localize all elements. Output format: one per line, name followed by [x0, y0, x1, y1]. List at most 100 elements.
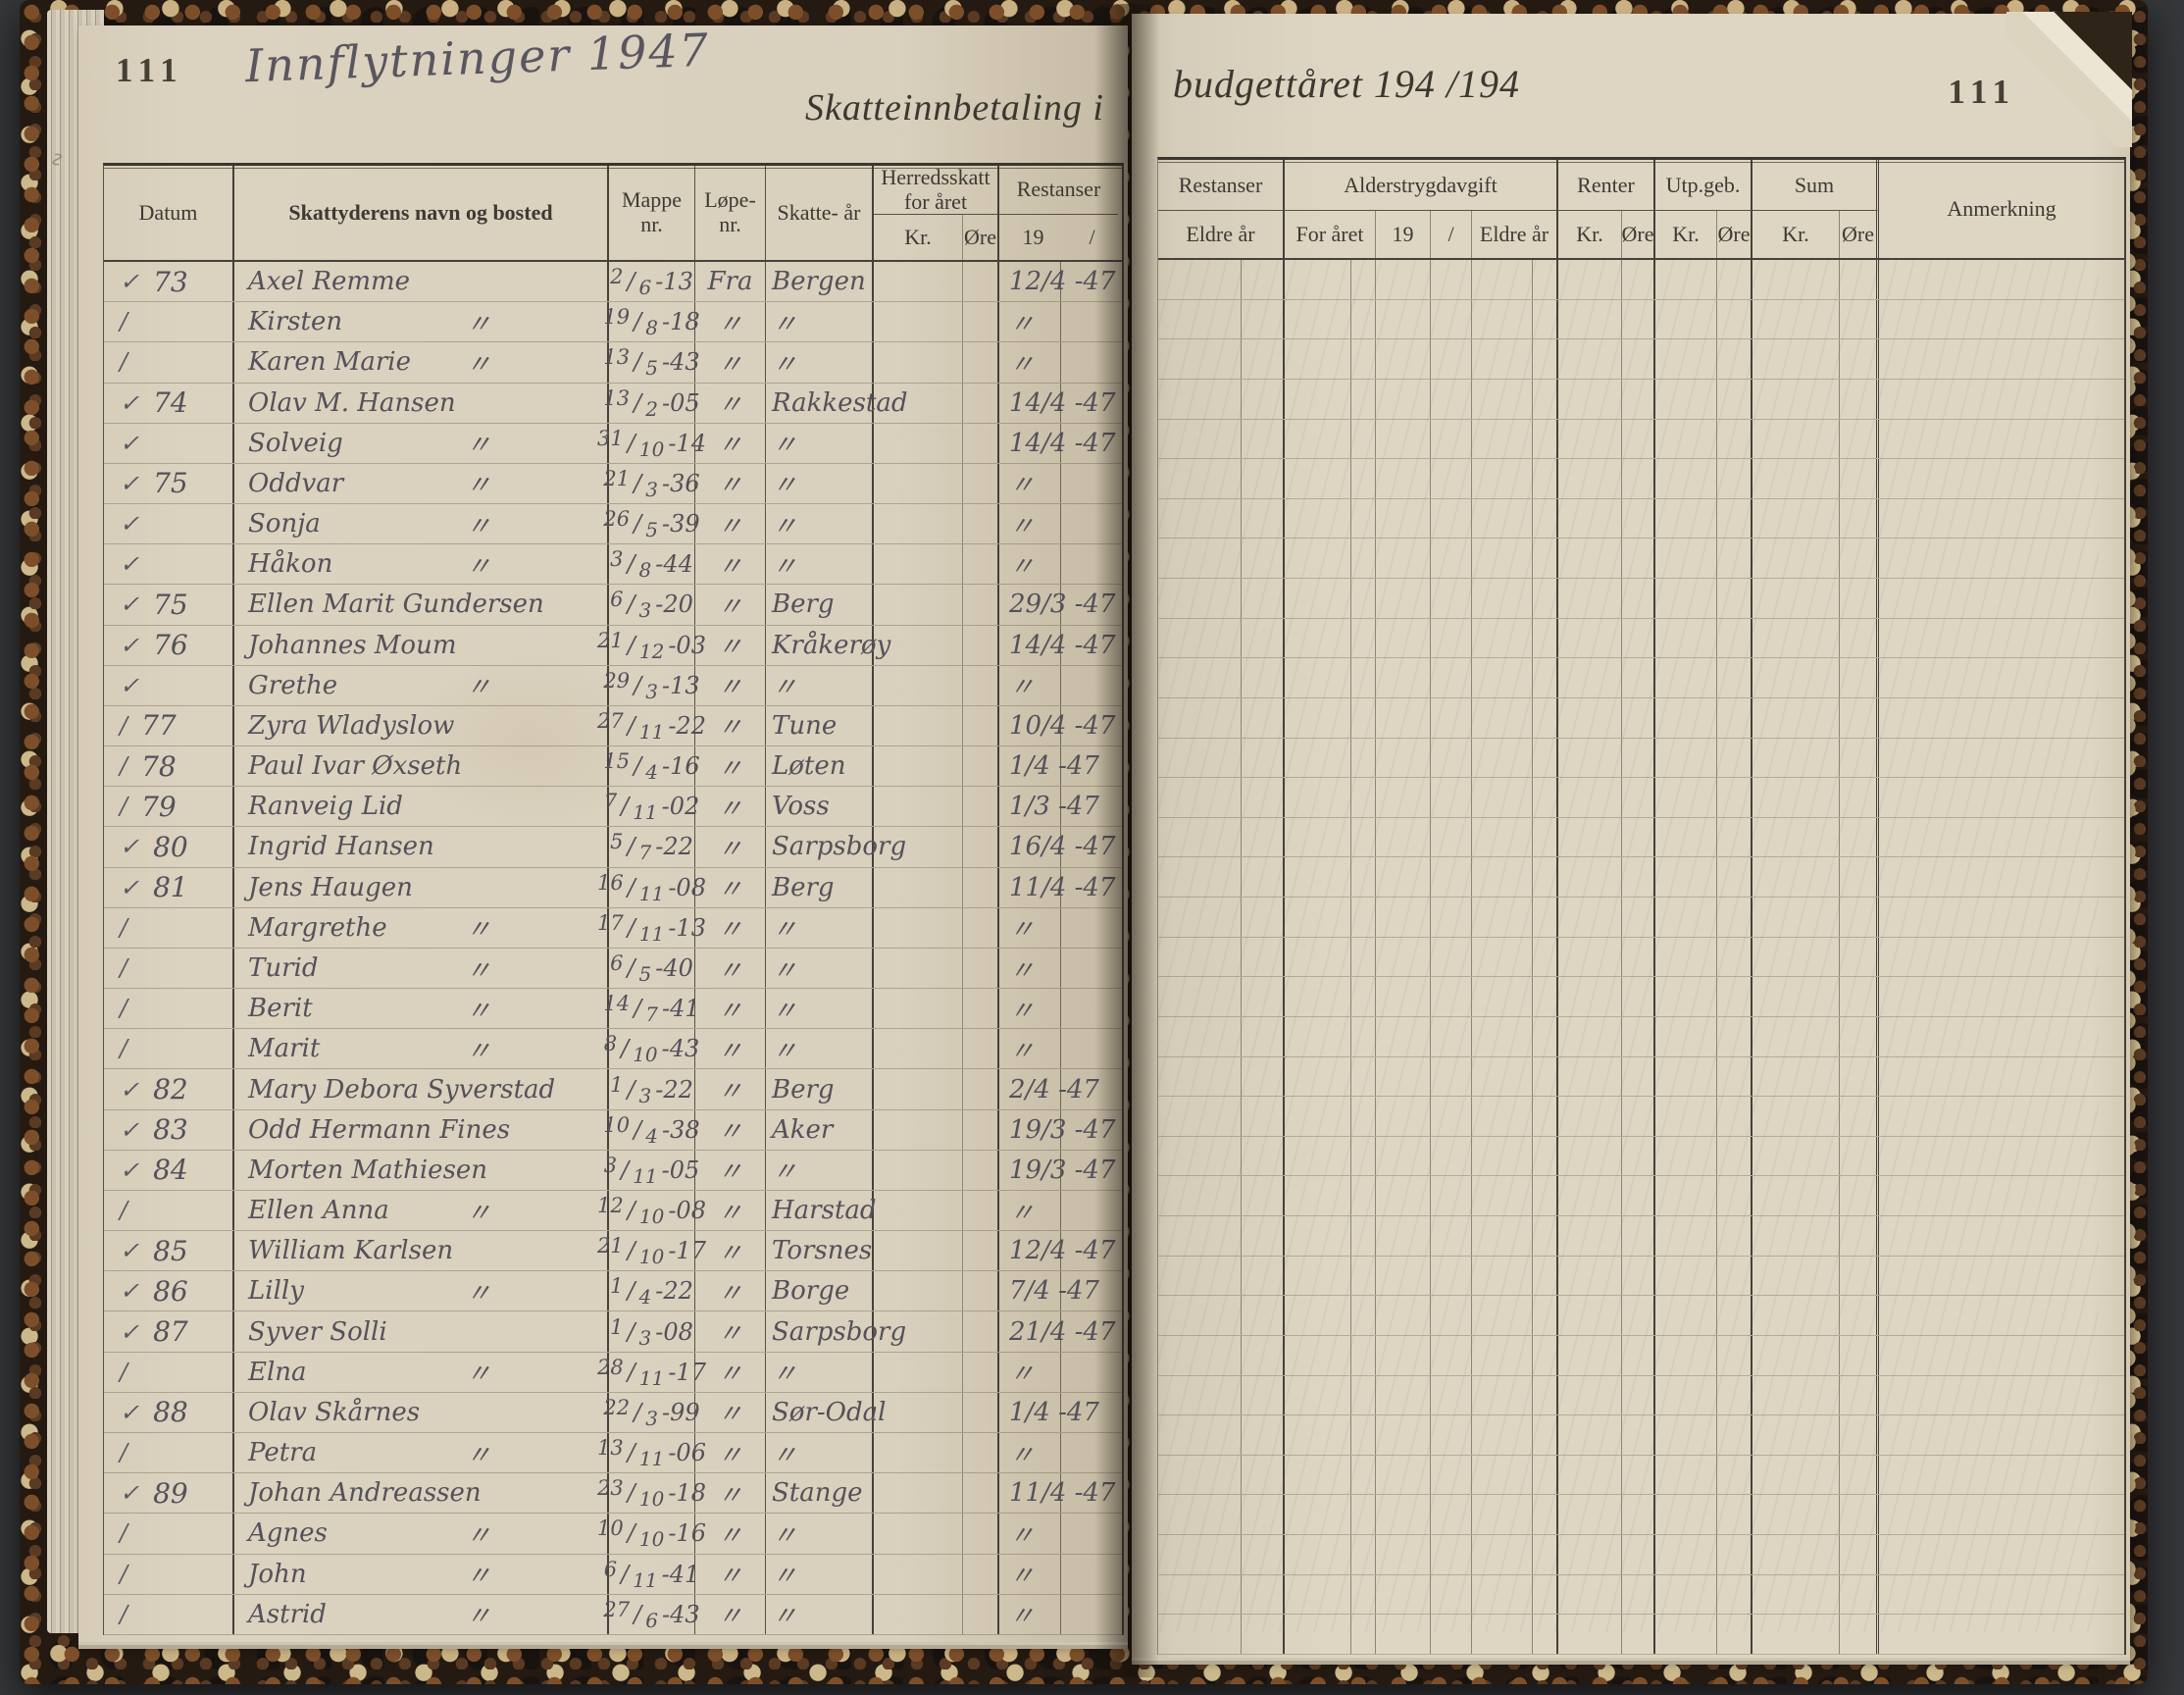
- from-word: 〃: [717, 1117, 743, 1148]
- sum-kr-cell: [1752, 857, 1840, 897]
- subheader-utpgeb-ore: Øre: [1717, 211, 1752, 258]
- entry-number: 83: [153, 1113, 188, 1147]
- herredsskatt-ore-cell: [963, 1271, 999, 1311]
- mappe-nr-cell: 1/3 -22: [609, 1069, 695, 1109]
- anmerkning-cell: [1879, 1176, 2124, 1215]
- restanser-eldre-ore-cell: [1242, 539, 1285, 578]
- birth-year: -08: [655, 1317, 693, 1346]
- mappe-nr-cell: 31/10 -14: [597, 423, 706, 463]
- foraaret-kr-cell: [1285, 738, 1351, 778]
- renter-ore-cell: [1622, 339, 1655, 379]
- anmerkning-cell: [1879, 1097, 2124, 1136]
- taxpayer-name: Olav Skårnes: [248, 1397, 421, 1427]
- foraaret-ore-cell: [1351, 1335, 1376, 1375]
- year19-cell: [1376, 1535, 1431, 1574]
- renter-kr-cell: [1558, 1256, 1622, 1296]
- utpgeb-kr-cell: [1655, 1335, 1717, 1375]
- foraaret-ore-cell: [1351, 898, 1376, 937]
- birth-day: 23: [597, 1476, 624, 1501]
- skatteaar-cell: 〃: [766, 989, 874, 1029]
- fraction-slash: /: [627, 1237, 635, 1265]
- sum-kr-cell: [1752, 977, 1840, 1016]
- herredsskatt-ore-cell: [963, 665, 999, 705]
- foraaret-kr-cell: [1285, 857, 1351, 897]
- mappe-nr-cell: 26/5 -39: [603, 504, 700, 544]
- table-header: Restanser Alderstrygdavgift Renter Utp.g…: [1158, 160, 2124, 260]
- lope-nr-cell: 〃: [695, 585, 766, 625]
- year-slash-cell: [1431, 898, 1472, 937]
- year-slash-cell: [1431, 379, 1472, 419]
- check-mark: ✓: [120, 1479, 140, 1508]
- year19-cell: [1376, 1176, 1431, 1215]
- utpgeb-kr-cell: [1655, 379, 1717, 419]
- from-word: 〃: [717, 591, 743, 622]
- eldre2-ore-cell: [1533, 1256, 1558, 1296]
- year19-cell: [1376, 1296, 1431, 1335]
- year19-cell: [1376, 937, 1431, 977]
- from-word: 〃: [717, 834, 743, 864]
- empty-grid-row: [1158, 977, 2124, 1017]
- eldre2-kr-cell: [1472, 1016, 1533, 1056]
- table-body: ✓ 73 Axel Remme 2/6 -13 Fra Bergen 12/4 …: [104, 262, 1122, 1635]
- restanser-eldre-kr-cell: [1158, 817, 1242, 857]
- from-word: Fra: [707, 267, 753, 297]
- skatteaar-cell: Kråkerøy: [766, 625, 890, 665]
- taxpayer-name: Ellen Anna: [248, 1196, 389, 1226]
- restanser-eldre-kr-cell: [1158, 299, 1242, 339]
- from-word: 〃: [717, 1036, 743, 1066]
- skatteaar-cell: 〃: [766, 544, 874, 585]
- mappe-nr-cell: 7/11 -02: [604, 787, 699, 827]
- datum-cell: ✓ 84: [104, 1150, 234, 1190]
- foraaret-kr-cell: [1285, 419, 1351, 459]
- skatteaar-cell: 〃: [766, 463, 874, 504]
- year19-cell: [1376, 1016, 1431, 1056]
- eldre2-ore-cell: [1533, 937, 1558, 977]
- sum-ore-cell: [1840, 1256, 1879, 1296]
- utpgeb-kr-cell: [1655, 459, 1717, 498]
- name-cell: Zyra Wladyslow: [234, 705, 609, 746]
- restanser-eldre-ore-cell: [1242, 260, 1285, 299]
- column-header-anmerkning: Anmerkning: [1947, 196, 2057, 221]
- fraction-slash: /: [627, 268, 635, 296]
- taxpayer-name: Astrid: [248, 1599, 327, 1629]
- mappe-nr-cell: 28/11 -17: [597, 1352, 706, 1392]
- check-mark: ✓: [120, 1317, 140, 1346]
- restanser-eldre-ore-cell: [1242, 618, 1285, 658]
- utpgeb-ore-cell: [1717, 658, 1752, 697]
- anmerkning-cell: [1879, 778, 2124, 817]
- skatteaar-cell: Harstad: [766, 1190, 877, 1231]
- entry-number: 79: [141, 790, 177, 823]
- renter-kr-cell: [1558, 1574, 1622, 1615]
- skatteaar-cell: Rakkestad: [766, 383, 908, 423]
- check-mark: ✓: [120, 833, 140, 861]
- utpgeb-kr-cell: [1655, 579, 1717, 618]
- birth-year: -44: [655, 550, 693, 579]
- utpgeb-kr-cell: [1655, 937, 1717, 977]
- year19-cell: [1376, 539, 1431, 578]
- renter-kr-cell: [1558, 778, 1622, 817]
- year-slash-cell: [1431, 1335, 1472, 1375]
- datum-cell: /: [104, 1554, 234, 1594]
- birth-day: 5: [610, 830, 624, 854]
- name-cell: Paul Ivar Øxseth: [234, 746, 609, 787]
- foraaret-kr-cell: [1285, 1136, 1351, 1176]
- eldre2-ore-cell: [1533, 498, 1558, 539]
- from-word: 〃: [717, 713, 743, 744]
- renter-ore-cell: [1622, 1016, 1655, 1056]
- birth-year: -22: [655, 1075, 693, 1104]
- skatteaar-cell: Berg: [766, 585, 874, 625]
- herredsskatt-kr-cell: [874, 1190, 963, 1231]
- year19-cell: [1376, 618, 1431, 658]
- datum-cell: / 79: [104, 787, 234, 827]
- year19-cell: [1376, 658, 1431, 697]
- anmerkning-cell: [1879, 1017, 2124, 1056]
- column-header-mappe-nr: Mappe nr.: [609, 166, 695, 260]
- eldre2-ore-cell: [1533, 539, 1558, 578]
- year-slash-cell: [1431, 1097, 1472, 1136]
- foraaret-kr-cell: [1285, 817, 1351, 857]
- utpgeb-ore-cell: [1717, 1097, 1752, 1136]
- renter-kr-cell: [1558, 817, 1622, 857]
- sum-kr-cell: [1752, 579, 1840, 618]
- birth-month: 4: [638, 1285, 652, 1310]
- utpgeb-kr-cell: [1655, 419, 1717, 459]
